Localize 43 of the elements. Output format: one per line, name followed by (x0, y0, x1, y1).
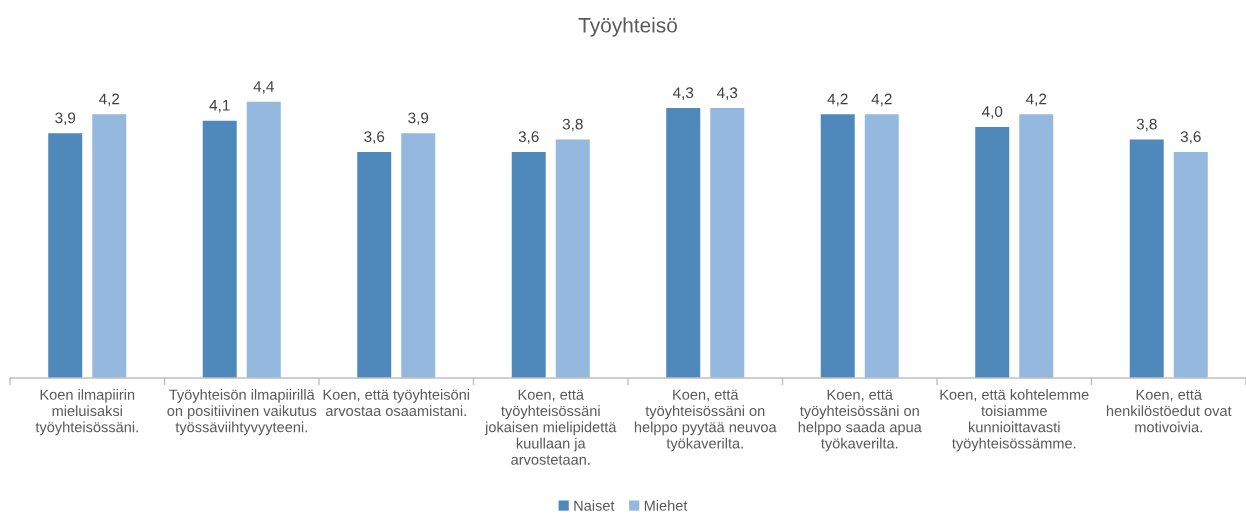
bar (246, 101, 281, 378)
bar (555, 139, 590, 378)
data-label: 4,2 (871, 93, 892, 107)
x-tick-label: Työyhteisön ilmapiirillä on positiivinen vaikutus työssäviihtyvyyteeni. (167, 389, 317, 436)
bar (92, 114, 127, 378)
x-tick-label: Koen, että henkilöstöedut ovat motivoivia. (1106, 389, 1232, 433)
data-label: 4,2 (827, 93, 848, 107)
bar (666, 108, 701, 378)
legend-label: Miehet (644, 500, 688, 511)
bar (1019, 114, 1054, 378)
data-label: 4,1 (209, 100, 230, 113)
data-label: 4,3 (672, 87, 694, 100)
data-label: 4,3 (717, 87, 738, 100)
bar (864, 114, 899, 378)
data-label: 3,8 (1136, 118, 1157, 132)
data-label: 4,2 (99, 93, 120, 107)
bar (1129, 139, 1164, 378)
data-label: 4,0 (981, 106, 1003, 119)
x-tick-label: Koen, että työyhteisössäni jokaisen mielipidettä kuullaan ja arvostetaan. (484, 389, 617, 465)
data-label: 4,2 (1026, 93, 1047, 107)
bar (202, 120, 237, 378)
legend-label: Naiset (574, 500, 615, 511)
x-tick-label: Koen ilmapiirin mieluisaksi työyhteisössäni. (35, 389, 138, 436)
bar (975, 126, 1010, 378)
x-tick-label: Koen, että työyhteisössäni on helppo saada apua työkaverilta. (798, 389, 922, 452)
data-label: 3,9 (408, 112, 429, 126)
bar (1173, 152, 1208, 378)
data-label: 3,6 (364, 131, 385, 144)
data-label: 3,9 (55, 112, 76, 126)
x-tick-label: Koen, että työyhteisöni arvostaa osaamistani. (323, 389, 470, 417)
bar (710, 108, 745, 378)
chart-title: Työyhteisö (578, 17, 677, 37)
x-tick-label: Koen, että työyhteisössäni on helppo pyytää neuvoa työkaverilta. (634, 389, 777, 452)
data-label: 3,8 (562, 118, 583, 132)
bar (357, 152, 392, 378)
bar (511, 152, 546, 378)
bar (401, 133, 436, 378)
bar (820, 114, 855, 378)
data-label: 3,6 (1180, 131, 1201, 144)
data-label: 4,4 (253, 81, 274, 94)
x-tick-label: Koen, että kohtelemme toisiamme kunnioittavasti työyhteisössämme. (940, 389, 1089, 452)
bar (48, 133, 83, 378)
data-label: 3,6 (518, 131, 539, 144)
